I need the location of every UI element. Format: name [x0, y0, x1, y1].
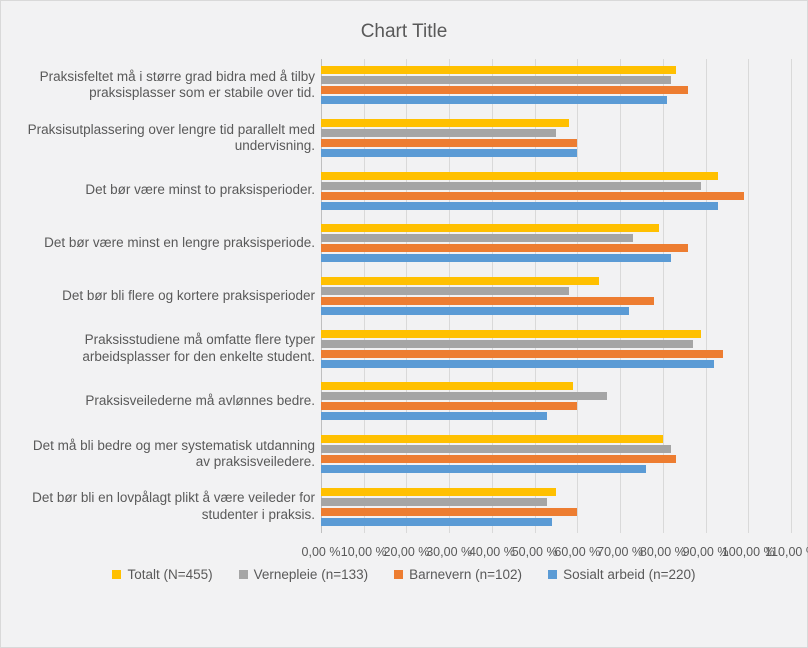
bar-sosialt	[321, 465, 646, 473]
legend-label: Totalt (N=455)	[127, 567, 212, 582]
y-axis-labels: Praksisfeltet må i større grad bidra med…	[19, 59, 321, 559]
legend-item-barne: Barnevern (n=102)	[394, 567, 522, 582]
category-label: Det bør bli en lovpålagt plikt å være ve…	[19, 488, 315, 526]
legend-label: Vernepleie (n=133)	[254, 567, 368, 582]
x-tick-label: 10,00 %	[341, 545, 387, 559]
x-tick-label: 0,00 %	[302, 545, 341, 559]
gridline	[791, 59, 792, 533]
x-tick-label: 50,00 %	[512, 545, 558, 559]
x-tick-label: 20,00 %	[384, 545, 430, 559]
x-tick-label: 60,00 %	[554, 545, 600, 559]
bar-verne	[321, 340, 693, 348]
x-tick-label: 30,00 %	[426, 545, 472, 559]
legend-swatch-icon	[548, 570, 557, 579]
x-tick-label: 70,00 %	[597, 545, 643, 559]
bar-sosialt	[321, 307, 629, 315]
category-label: Praksisutplassering over lengre tid para…	[19, 119, 315, 157]
bar-barne	[321, 139, 577, 147]
bar-verne	[321, 498, 547, 506]
bar-totalt	[321, 224, 659, 232]
bar-sosialt	[321, 412, 547, 420]
bar-sosialt	[321, 149, 577, 157]
bar-verne	[321, 287, 569, 295]
bar-totalt	[321, 172, 718, 180]
bar-totalt	[321, 488, 556, 496]
legend-swatch-icon	[394, 570, 403, 579]
bar-totalt	[321, 382, 573, 390]
legend-swatch-icon	[239, 570, 248, 579]
bars-area: 0,00 %10,00 %20,00 %30,00 %40,00 %50,00 …	[321, 59, 789, 559]
bar-totalt	[321, 119, 569, 127]
bar-totalt	[321, 435, 663, 443]
bar-barne	[321, 508, 577, 516]
bar-sosialt	[321, 254, 671, 262]
x-tick-label: 110,00 %	[765, 545, 808, 559]
bar-barne	[321, 402, 577, 410]
chart-title: Chart Title	[19, 21, 789, 43]
category-label: Det bør være minst to praksisperioder.	[19, 172, 315, 210]
bar-sosialt	[321, 360, 714, 368]
bar-verne	[321, 392, 607, 400]
bar-totalt	[321, 277, 599, 285]
legend-item-verne: Vernepleie (n=133)	[239, 567, 368, 582]
bar-barne	[321, 244, 688, 252]
gridline	[706, 59, 707, 533]
bar-verne	[321, 129, 556, 137]
legend-item-totalt: Totalt (N=455)	[112, 567, 212, 582]
bar-totalt	[321, 66, 676, 74]
bar-totalt	[321, 330, 701, 338]
category-label: Praksisstudiene må omfatte flere typer a…	[19, 330, 315, 368]
bar-barne	[321, 86, 688, 94]
category-label: Det må bli bedre og mer systematisk utda…	[19, 435, 315, 473]
plot-area: Praksisfeltet må i større grad bidra med…	[19, 59, 789, 559]
bar-barne	[321, 350, 723, 358]
gridline	[748, 59, 749, 533]
bar-verne	[321, 182, 701, 190]
legend-item-sosialt: Sosialt arbeid (n=220)	[548, 567, 695, 582]
bar-barne	[321, 455, 676, 463]
category-label: Det bør være minst en lengre praksisperi…	[19, 224, 315, 262]
category-label: Praksisfeltet må i større grad bidra med…	[19, 66, 315, 104]
bar-verne	[321, 234, 633, 242]
bar-barne	[321, 192, 744, 200]
legend: Totalt (N=455) Vernepleie (n=133) Barnever…	[19, 567, 789, 582]
bar-sosialt	[321, 202, 718, 210]
x-tick-label: 80,00 %	[640, 545, 686, 559]
category-label: Praksisveilederne må avlønnes bedre.	[19, 382, 315, 420]
x-tick-label: 40,00 %	[469, 545, 515, 559]
bar-sosialt	[321, 518, 552, 526]
legend-label: Barnevern (n=102)	[409, 567, 522, 582]
category-label: Det bør bli flere og kortere praksisperi…	[19, 277, 315, 315]
bar-verne	[321, 76, 671, 84]
bar-verne	[321, 445, 671, 453]
legend-label: Sosialt arbeid (n=220)	[563, 567, 695, 582]
bar-barne	[321, 297, 654, 305]
legend-swatch-icon	[112, 570, 121, 579]
chart-container: Chart Title Praksisfeltet må i større gr…	[0, 0, 808, 648]
bar-sosialt	[321, 96, 667, 104]
